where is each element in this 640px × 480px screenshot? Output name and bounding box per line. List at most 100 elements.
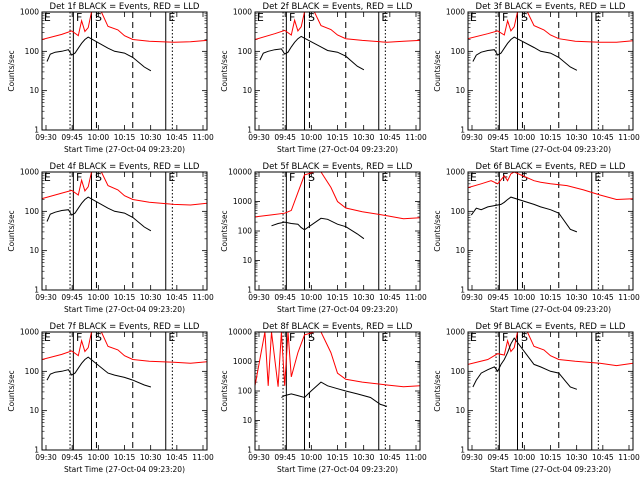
plot-frame — [41, 11, 208, 131]
chart-panel-6: Det 6f BLACK = Events, RED = LLD Counts/s… — [433, 162, 640, 314]
x-tick-label: 10:15 — [540, 293, 562, 302]
x-tick-label: 09:45 — [274, 133, 296, 142]
x-tick-label: 09:30 — [248, 293, 270, 302]
event-marker-label: E — [168, 331, 175, 344]
x-tick-label: 09:30 — [461, 293, 483, 302]
x-tick-label: 10:45 — [379, 133, 401, 142]
event-marker-label: E — [470, 11, 477, 24]
x-axis-label: Start Time (27-Oct-04 09:23:20) — [64, 465, 185, 474]
y-tick-label: 10 — [242, 256, 252, 265]
events-series-line — [259, 35, 365, 71]
x-tick-label: 09:30 — [35, 293, 57, 302]
x-tick-label: 11:00 — [405, 453, 427, 462]
y-tick-label: 1000 — [446, 328, 465, 337]
y-axis-label: Counts/sec — [433, 50, 442, 91]
x-axis-label: Start Time (27-Oct-04 09:23:20) — [277, 465, 398, 474]
y-tick-label: 1000 — [233, 8, 252, 17]
y-tick-label: 1000 — [20, 168, 39, 177]
x-tick-label: 10:30 — [566, 133, 588, 142]
x-tick-label: 10:30 — [353, 293, 375, 302]
events-series-line — [281, 381, 388, 407]
y-tick-label: 100 — [451, 367, 466, 376]
chart-title: Det 8f BLACK = Events, RED = LLD — [263, 322, 413, 332]
x-tick-label: 10:30 — [353, 453, 375, 462]
y-tick-label: 100 — [25, 367, 40, 376]
lld-series-line — [42, 12, 207, 43]
x-tick-label: 09:45 — [274, 453, 296, 462]
x-tick-label: 10:15 — [540, 133, 562, 142]
plot-frame — [254, 171, 421, 291]
event-marker-label: F — [502, 11, 508, 24]
event-marker-label: E — [594, 331, 601, 344]
x-tick-label: 10:00 — [301, 453, 323, 462]
x-tick-label: 10:00 — [514, 453, 536, 462]
x-tick-label: 10:30 — [353, 133, 375, 142]
lld-series-line — [468, 12, 633, 43]
y-tick-label: 10 — [455, 406, 465, 415]
y-tick-label: 1 — [34, 446, 39, 455]
y-tick-label: 10 — [242, 416, 252, 425]
y-tick-label: 100 — [451, 207, 466, 216]
y-tick-label: 1000 — [233, 197, 252, 206]
x-tick-label: 09:45 — [274, 293, 296, 302]
y-axis-label: Counts/sec — [220, 50, 229, 91]
y-tick-label: 100 — [25, 47, 40, 56]
chart-panel-9: Det 9f BLACK = Events, RED = LLD Counts/s… — [433, 322, 640, 474]
plot-frame — [254, 11, 421, 131]
x-tick-label: 10:30 — [566, 453, 588, 462]
x-tick-label: 09:45 — [61, 453, 83, 462]
event-marker-label: E — [44, 331, 51, 344]
plot-frame — [467, 11, 634, 131]
y-axis-label: Counts/sec — [220, 370, 229, 411]
y-tick-label: 100 — [238, 387, 253, 396]
events-series-line — [271, 217, 365, 240]
y-tick-label: 1 — [34, 126, 39, 135]
x-tick-label: 09:30 — [461, 453, 483, 462]
lld-series-line — [255, 332, 420, 388]
y-tick-label: 100 — [238, 227, 253, 236]
event-marker-label: E — [594, 171, 601, 184]
y-tick-label: 10000 — [228, 168, 252, 177]
event-marker-label: S — [95, 11, 102, 24]
event-marker-label: E — [381, 331, 388, 344]
y-tick-label: 1000 — [20, 8, 39, 17]
x-tick-label: 09:30 — [461, 133, 483, 142]
event-marker-label: S — [308, 331, 315, 344]
y-tick-label: 10 — [29, 86, 39, 95]
y-tick-label: 10000 — [228, 328, 252, 337]
x-tick-label: 09:30 — [35, 133, 57, 142]
x-tick-label: 11:00 — [618, 293, 640, 302]
event-marker-label: F — [289, 171, 295, 184]
x-tick-label: 09:45 — [61, 293, 83, 302]
x-axis-label: Start Time (27-Oct-04 09:23:20) — [277, 145, 398, 154]
event-marker-label: F — [502, 331, 508, 344]
plot-frame — [254, 331, 421, 451]
x-tick-label: 11:00 — [618, 453, 640, 462]
x-tick-label: 10:15 — [327, 293, 349, 302]
y-tick-label: 1 — [34, 286, 39, 295]
y-tick-label: 100 — [25, 207, 40, 216]
event-marker-label: F — [76, 331, 82, 344]
chart-panel-2: Det 2f BLACK = Events, RED = LLD Counts/s… — [220, 2, 427, 154]
chart-panel-4: Det 4f BLACK = Events, RED = LLD Counts/s… — [7, 162, 214, 314]
x-axis-label: Start Time (27-Oct-04 09:23:20) — [277, 305, 398, 314]
event-marker-label: S — [95, 331, 102, 344]
lld-series-line — [468, 172, 633, 201]
y-tick-label: 1 — [460, 446, 465, 455]
x-axis-label: Start Time (27-Oct-04 09:23:20) — [64, 305, 185, 314]
x-tick-label: 10:45 — [592, 453, 614, 462]
x-tick-label: 10:00 — [514, 293, 536, 302]
x-tick-label: 10:00 — [301, 293, 323, 302]
x-tick-label: 10:30 — [140, 453, 162, 462]
chart-title: Det 4f BLACK = Events, RED = LLD — [50, 162, 200, 172]
x-tick-label: 10:45 — [166, 453, 188, 462]
x-tick-label: 10:15 — [114, 133, 136, 142]
x-tick-label: 09:45 — [61, 133, 83, 142]
x-tick-label: 10:00 — [88, 453, 110, 462]
y-tick-label: 1 — [247, 446, 252, 455]
chart-title: Det 6f BLACK = Events, RED = LLD — [476, 162, 626, 172]
y-tick-label: 100 — [451, 47, 466, 56]
x-tick-label: 10:45 — [379, 453, 401, 462]
events-series-line — [470, 196, 578, 233]
